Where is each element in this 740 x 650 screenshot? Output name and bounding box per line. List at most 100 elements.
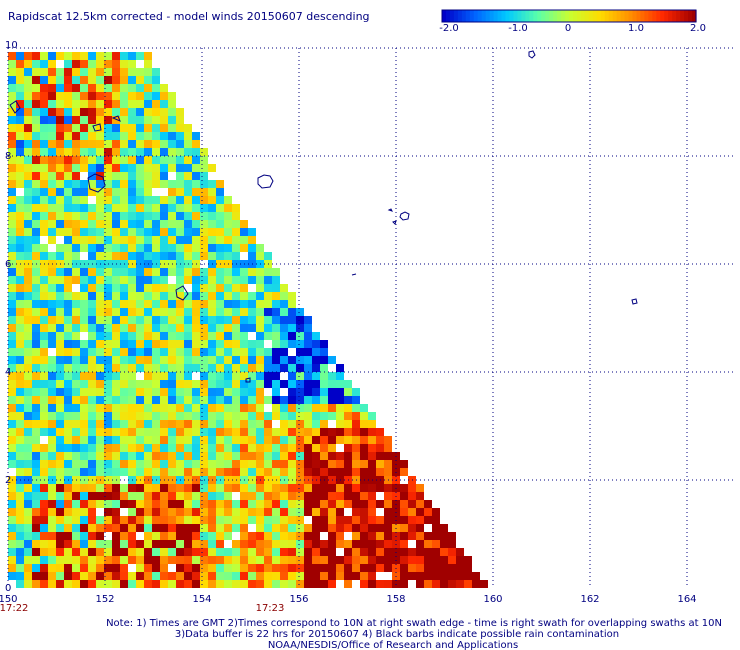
swath-cell	[120, 212, 128, 220]
y-tick-label: 6	[5, 259, 11, 270]
swath-cell	[80, 532, 88, 540]
swath-cell	[64, 420, 72, 428]
swath-cell	[456, 556, 464, 564]
swath-cell	[208, 516, 216, 524]
swath-cell	[200, 468, 208, 476]
swath-cell	[96, 244, 104, 252]
swath-cell	[24, 292, 32, 300]
swath-cell	[192, 444, 200, 452]
swath-cell	[336, 428, 344, 436]
swath-cell	[128, 52, 136, 60]
swath-cell	[288, 580, 296, 588]
swath-cell	[264, 372, 272, 380]
swath-cell	[368, 412, 376, 420]
swath-cell	[40, 172, 48, 180]
swath-cell	[48, 436, 56, 444]
swath-cell	[160, 132, 168, 140]
swath-cell	[432, 580, 440, 588]
swath-cell	[272, 460, 280, 468]
swath-cell	[24, 484, 32, 492]
swath-cell	[440, 556, 448, 564]
swath-cell	[88, 244, 96, 252]
swath-cell	[56, 308, 64, 316]
swath-cell	[136, 244, 144, 252]
swath-cell	[112, 356, 120, 364]
swath-cell	[120, 500, 128, 508]
swath-cell	[72, 508, 80, 516]
swath-cell	[136, 124, 144, 132]
swath-cell	[288, 500, 296, 508]
swath-cell	[48, 324, 56, 332]
swath-cell	[144, 580, 152, 588]
swath-cell	[72, 100, 80, 108]
swath-cell	[272, 508, 280, 516]
swath-cell	[128, 132, 136, 140]
swath-cell	[264, 500, 272, 508]
swath-cell	[160, 204, 168, 212]
swath-cell	[96, 428, 104, 436]
swath-cell	[184, 332, 192, 340]
swath-cell	[64, 284, 72, 292]
swath-cell	[168, 116, 176, 124]
swath-cell	[144, 388, 152, 396]
swath-cell	[184, 532, 192, 540]
swath-cell	[120, 188, 128, 196]
swath-cell	[8, 556, 16, 564]
swath-cell	[240, 484, 248, 492]
swath-cell	[176, 372, 184, 380]
swath-cell	[288, 356, 296, 364]
swath-cell	[304, 492, 312, 500]
swath-cell	[328, 484, 336, 492]
swath-cell	[352, 388, 360, 396]
swath-cell	[72, 124, 80, 132]
swath-cell	[248, 308, 256, 316]
swath-cell	[272, 404, 280, 412]
colorbar-swatch	[600, 10, 606, 22]
swath-cell	[104, 556, 112, 564]
swath-cell	[152, 516, 160, 524]
swath-cell	[16, 460, 24, 468]
swath-cell	[80, 444, 88, 452]
swath-cell	[48, 564, 56, 572]
swath-cell	[64, 212, 72, 220]
swath-cell	[16, 524, 24, 532]
swath-cell	[80, 92, 88, 100]
swath-cell	[144, 180, 152, 188]
swath-cell	[280, 332, 288, 340]
swath-cell	[352, 444, 360, 452]
swath-cell	[88, 100, 96, 108]
swath-cell	[232, 324, 240, 332]
swath-cell	[8, 500, 16, 508]
swath-cell	[224, 500, 232, 508]
swath-cell	[88, 124, 96, 132]
swath-cell	[48, 276, 56, 284]
swath-cell	[408, 556, 416, 564]
swath-cell	[160, 572, 168, 580]
x-tick-label: 158	[386, 594, 405, 605]
swath-cell	[176, 548, 184, 556]
swath-cell	[64, 372, 72, 380]
swath-cell	[72, 276, 80, 284]
swath-cell	[352, 500, 360, 508]
swath-cell	[216, 428, 224, 436]
colorbar-swatch	[652, 10, 657, 22]
swath-cell	[376, 436, 384, 444]
colorbar-swatch	[620, 10, 626, 22]
swath-cell	[216, 236, 224, 244]
swath-cell	[96, 396, 104, 404]
swath-cell	[384, 556, 392, 564]
swath-cell	[32, 212, 40, 220]
swath-cell	[376, 532, 384, 540]
swath-cell	[328, 356, 336, 364]
swath-cell	[104, 436, 112, 444]
swath-cell	[168, 412, 176, 420]
swath-cell	[16, 108, 24, 116]
swath-cell	[104, 348, 112, 356]
swath-cell	[56, 212, 64, 220]
swath-cell	[464, 580, 472, 588]
swath-cell	[240, 556, 248, 564]
colorbar-swatch	[576, 10, 582, 22]
swath-cell	[232, 204, 240, 212]
swath-cell	[128, 212, 136, 220]
swath-cell	[80, 108, 88, 116]
